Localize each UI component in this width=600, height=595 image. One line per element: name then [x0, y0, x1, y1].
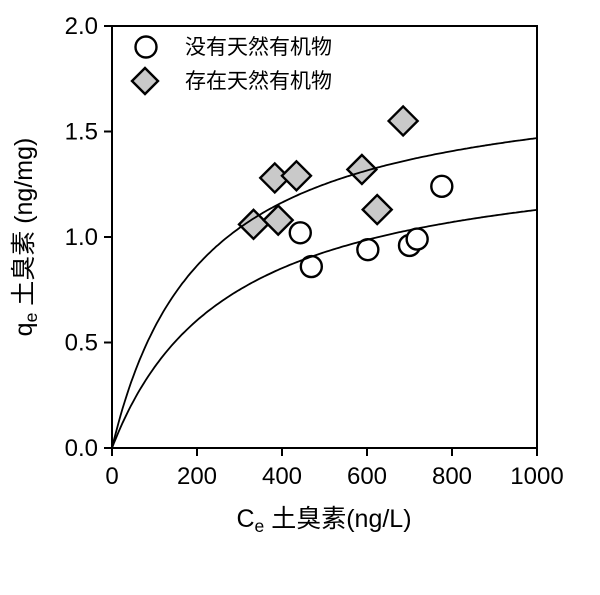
- x-axis-ticks: 0 200 400 600 800 1000: [105, 448, 564, 490]
- y-axis-ticks: 0.0 0.5 1.0 1.5 2.0: [65, 13, 112, 462]
- y-tick-label: 0.5: [65, 330, 98, 357]
- legend: 没有天然有机物 存在天然有机物: [130, 35, 332, 96]
- y-tick-label: 0.0: [65, 435, 98, 462]
- x-tick-label: 0: [105, 463, 118, 490]
- x-tick-label: 400: [262, 463, 302, 490]
- x-tick-label: 1000: [510, 463, 563, 490]
- data-point-diamond: [261, 203, 295, 237]
- data-points: [237, 104, 454, 279]
- data-point-diamond: [280, 159, 313, 193]
- legend-label-no-nom: 没有天然有机物: [185, 36, 332, 59]
- data-point-circle: [405, 227, 429, 251]
- data-point-diamond: [386, 104, 420, 138]
- x-tick-label: 800: [432, 463, 472, 490]
- x-tick-label: 600: [347, 463, 387, 490]
- x-axis-label: Ce 土臭素(ng/L): [236, 505, 411, 536]
- y-axis-label: qe 土臭素 (ng/mg): [10, 138, 41, 337]
- y-tick-label: 2.0: [65, 13, 98, 40]
- data-point-diamond: [345, 153, 379, 186]
- y-tick-label: 1.5: [65, 119, 98, 146]
- langmuir-fit-curve: [111, 137, 538, 449]
- y-tick-label: 1.0: [65, 224, 98, 251]
- data-point-diamond: [361, 193, 394, 226]
- legend-circle-marker-icon: [134, 35, 158, 59]
- x-tick-label: 200: [177, 463, 217, 490]
- langmuir-fit-curve: [111, 209, 538, 449]
- legend-diamond-marker-icon: [130, 66, 160, 96]
- legend-label-with-nom: 存在天然有机物: [185, 70, 332, 93]
- fit-curves: [111, 137, 538, 449]
- data-point-circle: [288, 221, 312, 245]
- data-point-circle: [430, 174, 454, 199]
